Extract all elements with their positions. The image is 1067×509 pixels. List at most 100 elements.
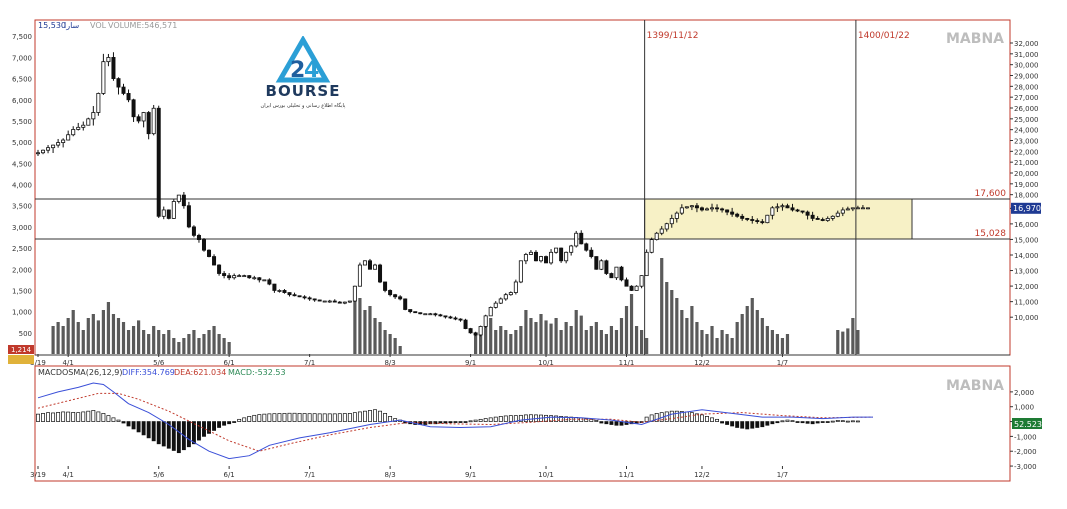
candle-body — [136, 116, 141, 122]
right-axis-tick-label: 16,000 — [1014, 221, 1039, 229]
volume-bar — [614, 330, 619, 354]
right-axis-tick-label: 31,000 — [1014, 51, 1039, 59]
volume-bar — [393, 338, 397, 354]
macd-histogram-bar — [715, 418, 720, 422]
candle-body — [554, 247, 559, 253]
symbol-name: سارا — [64, 21, 80, 30]
candle-body — [126, 93, 131, 101]
candle-body — [418, 312, 423, 315]
macd-histogram-bar — [96, 411, 101, 422]
macd-x-axis: 3/19 4/1 5/6 6/1 7/1 8/3 9/1 10/1 11/1 12/2 1/7 — [30, 466, 788, 479]
candle-body — [604, 260, 609, 274]
macd-histogram-bar — [272, 413, 277, 422]
macd-histogram-bar — [322, 413, 327, 422]
volume-bar — [358, 298, 362, 354]
candle-body — [820, 219, 825, 221]
macd-histogram-bar — [855, 420, 860, 423]
macd-histogram-bar — [388, 416, 393, 422]
right-axis-tick-label: 18,000 — [1014, 192, 1039, 200]
macd-histogram-bar — [106, 415, 111, 422]
macd-histogram-bar — [383, 413, 388, 422]
candle-body — [262, 279, 267, 282]
candle-body — [855, 207, 860, 210]
macd-histogram-bar — [363, 410, 367, 422]
macd-histogram-bar — [775, 421, 780, 424]
candle-body — [860, 207, 865, 210]
macd-histogram-bar — [342, 413, 347, 422]
macd-histogram-bar — [368, 410, 372, 422]
right-axis-tick-label: 30,000 — [1014, 62, 1039, 70]
right-axis-tick-label: 20,000 — [1014, 170, 1039, 178]
macd-histogram-bar — [845, 420, 850, 423]
volume-bar — [504, 330, 508, 354]
svg-text:4: 4 — [304, 58, 319, 83]
candle-body — [76, 126, 81, 130]
consolidation-zone — [644, 198, 913, 240]
macd-histogram-bar — [36, 413, 40, 422]
macd-histogram-bar — [785, 419, 790, 422]
candle-body — [780, 205, 785, 208]
volume-bar — [147, 334, 151, 354]
volume-bar — [162, 334, 166, 354]
volume-bar — [519, 326, 523, 354]
macd-histogram-bar — [151, 421, 156, 442]
x-axis-tick-label: 8/3 — [384, 359, 395, 367]
logo-text: BOURSE — [266, 82, 341, 100]
macd-histogram-bar — [549, 415, 554, 422]
volume-bar — [619, 318, 624, 354]
volume-badge-strip — [8, 355, 34, 364]
macd-histogram-bar — [644, 416, 649, 422]
candle-body — [297, 295, 302, 298]
macd-histogram-bar — [357, 411, 362, 422]
left-axis-tick-label: 4,500 — [12, 160, 32, 168]
macd-histogram-bar — [41, 413, 45, 422]
volume-bar — [388, 334, 392, 354]
candle-body — [56, 142, 61, 146]
volume-bar — [755, 310, 759, 354]
volume-bar — [534, 322, 538, 354]
candle-body — [458, 318, 463, 321]
candle-body — [161, 209, 166, 217]
macd-histogram-bar — [705, 416, 709, 422]
volume-bar — [715, 338, 719, 354]
volume-bar — [192, 330, 196, 354]
candle-body — [730, 211, 735, 215]
macd-histogram-bar — [448, 421, 453, 424]
candle-body — [528, 251, 533, 255]
left-axis-tick-label: 6,500 — [12, 76, 32, 84]
volume-bar — [152, 326, 156, 354]
candle-body — [624, 279, 629, 287]
macd-histogram-bar — [176, 421, 181, 454]
candle-body — [594, 256, 599, 270]
candle-body — [483, 315, 488, 327]
volume-bar — [594, 322, 598, 354]
volume-bar — [770, 330, 774, 354]
candle-body — [378, 264, 383, 283]
candle-body — [217, 264, 222, 274]
volume-bar — [187, 334, 191, 354]
volume-bar — [524, 310, 528, 354]
macd-histogram-bar — [745, 421, 750, 430]
volume-bar — [212, 326, 216, 354]
candle-body — [725, 209, 730, 213]
candle-body — [131, 99, 136, 118]
macd-histogram-bar — [790, 420, 795, 423]
macd-histogram-bar — [669, 410, 674, 422]
volume-bar — [137, 320, 141, 354]
macd-histogram-bar — [86, 410, 91, 422]
candle-body — [800, 210, 805, 213]
candle-body — [191, 226, 196, 236]
left-axis-tick-label: 4,000 — [12, 182, 32, 190]
volume-bar — [101, 310, 105, 354]
macd-histogram-bar — [694, 413, 699, 422]
volume-bar — [740, 314, 744, 354]
volume-bar — [645, 338, 649, 354]
candle-body — [710, 207, 715, 210]
macd-histogram-bar — [840, 420, 845, 423]
volume-bar — [640, 330, 644, 354]
macd-histogram-bar — [61, 411, 66, 422]
candle-body — [317, 299, 322, 302]
candle-body — [488, 306, 493, 317]
macd-histogram — [36, 409, 860, 454]
candle-body — [498, 298, 503, 304]
